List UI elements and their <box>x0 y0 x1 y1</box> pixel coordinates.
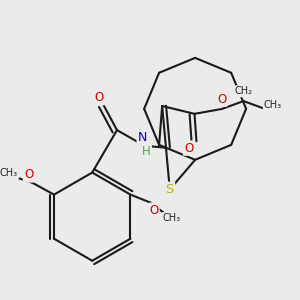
Text: O: O <box>217 93 226 106</box>
Text: O: O <box>149 204 159 217</box>
Text: CH₂: CH₂ <box>235 86 253 96</box>
Text: CH₃: CH₃ <box>163 213 181 223</box>
Text: H: H <box>142 145 151 158</box>
Text: O: O <box>24 169 33 182</box>
Text: CH₃: CH₃ <box>264 100 282 110</box>
Text: O: O <box>184 142 193 154</box>
Text: S: S <box>166 183 174 196</box>
Text: CH₃: CH₃ <box>0 168 18 178</box>
Text: N: N <box>138 131 147 144</box>
Text: O: O <box>95 91 104 104</box>
